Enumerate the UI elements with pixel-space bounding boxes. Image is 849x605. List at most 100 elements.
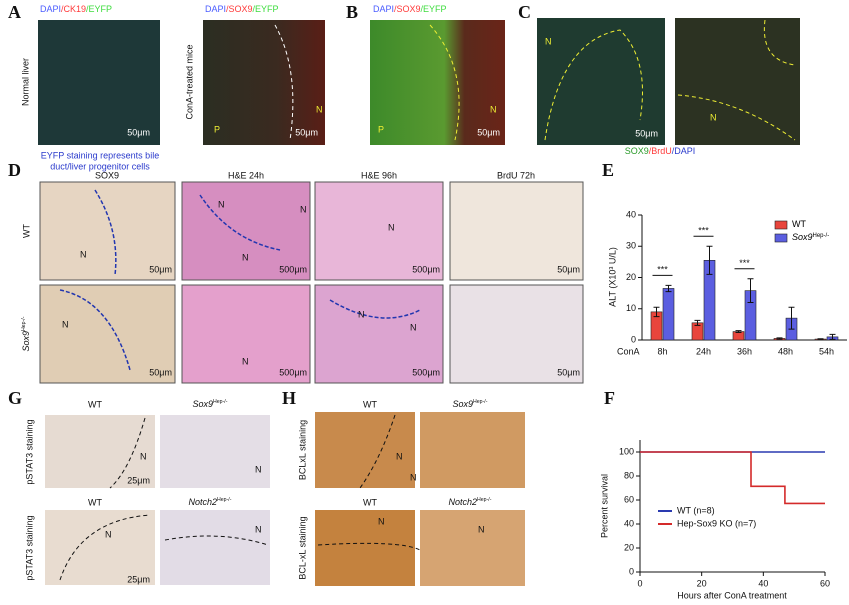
label: N [358, 309, 365, 319]
genotype-label: Sox9Hep-/- [193, 399, 228, 409]
image [181, 284, 311, 384]
y-tick-label: 40 [624, 518, 634, 528]
significance: *** [657, 265, 668, 275]
error-bar [788, 306, 795, 330]
label: BrdU 72h [497, 170, 535, 180]
survival-line [640, 451, 825, 505]
legend-name: Sox9 [792, 232, 813, 242]
label: N [255, 464, 262, 474]
label: N [218, 199, 225, 209]
x-axis-label: ConA [617, 346, 640, 356]
legend-swatch [774, 233, 788, 243]
label: 50μm [477, 127, 500, 137]
y-tick-label: 10 [626, 303, 636, 313]
error-bar [776, 337, 783, 340]
error-bar [694, 319, 701, 326]
image [45, 510, 155, 585]
bar [662, 288, 675, 341]
label: SOX9 [95, 170, 119, 180]
label: P [214, 124, 220, 134]
genotype-label: Sox9Hep-/- [453, 399, 488, 409]
image [39, 284, 176, 384]
boundary [59, 414, 421, 581]
significance: *** [698, 226, 709, 236]
error-bar [735, 330, 742, 333]
label: 500μm [412, 264, 440, 274]
gene-name: Sox9 [193, 399, 214, 409]
label: BCLxL staining [297, 420, 307, 480]
label: WT [88, 497, 102, 507]
image [314, 181, 444, 281]
panel-label: F [604, 388, 615, 408]
label: N [316, 104, 323, 114]
y-tick-label: 20 [626, 272, 636, 282]
label: WT [363, 497, 377, 507]
image [420, 510, 525, 586]
y-axis-label: Percent survival [599, 474, 609, 538]
error-bar [665, 284, 672, 293]
y-tick-label: 0 [629, 566, 634, 576]
stain-part: /EYFP [421, 4, 447, 14]
label: N [255, 524, 262, 534]
image [315, 510, 415, 586]
panel-label: B [346, 2, 358, 22]
x-tick-label: 54h [819, 346, 834, 356]
image [449, 284, 584, 384]
y-tick-label: 20 [624, 542, 634, 552]
label: 50μm [149, 264, 172, 274]
y-tick-label: 40 [626, 209, 636, 219]
stain-label: DAPI/CK19/EYFP [40, 4, 112, 14]
x-tick-label: 36h [737, 346, 752, 356]
stain-part: DAPI [373, 4, 394, 14]
image [45, 415, 155, 488]
stain-label: SOX9/BrdU/DAPI [625, 146, 696, 156]
label: WT mice ConA 48h [562, 6, 639, 16]
label: N [105, 529, 112, 539]
label: H&E 24h [228, 170, 264, 180]
label: Normal liver [20, 58, 30, 106]
genotype-label: Notch2Hep-/- [449, 497, 492, 507]
boundary [677, 19, 796, 141]
label: WT [363, 399, 377, 409]
legend-name: WT [792, 219, 806, 229]
image [38, 20, 160, 145]
image [203, 20, 325, 145]
x-axis-label: Hours after ConA treatment [677, 590, 787, 600]
label: 500μm [279, 264, 307, 274]
image [160, 415, 270, 488]
label: N [242, 356, 249, 366]
panel-label: H [282, 388, 296, 408]
panel-label: A [8, 2, 21, 22]
label: N [300, 204, 307, 214]
panel-label: D [8, 160, 21, 180]
gene-sup: Hep-/- [477, 497, 492, 503]
label: N [478, 524, 485, 534]
x-tick-label: 20 [697, 578, 707, 588]
stain-label: DAPI/SOX9/EYFP [373, 4, 447, 14]
label: N [140, 451, 147, 461]
image [537, 18, 665, 145]
label: N [388, 222, 395, 232]
significance: *** [739, 258, 750, 268]
label: N [545, 36, 552, 46]
label: pSTAT3 staining [24, 515, 34, 580]
image [370, 20, 505, 145]
label: ConA-treated mice [184, 44, 194, 119]
label: N [378, 516, 385, 526]
label: WT [21, 224, 31, 238]
gene-name: Sox9 [453, 399, 474, 409]
panel-label: G [8, 388, 22, 408]
error-bar [653, 306, 660, 318]
x-tick-label: 0 [637, 578, 642, 588]
boundary [429, 24, 460, 141]
y-tick-label: 80 [624, 470, 634, 480]
label: pSTAT3 staining [24, 419, 34, 484]
stain-part: /CK19 [61, 4, 86, 14]
label: N [410, 472, 417, 482]
error-bar [817, 338, 824, 340]
gene-name: Notch2 [189, 497, 218, 507]
stain-part: /EYFP [253, 4, 279, 14]
image [181, 181, 311, 281]
image [449, 181, 584, 281]
